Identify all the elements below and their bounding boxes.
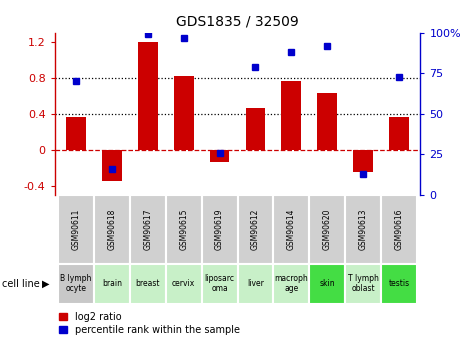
- Text: ▶: ▶: [42, 279, 50, 289]
- Text: GSM90611: GSM90611: [72, 209, 81, 250]
- Text: GSM90616: GSM90616: [394, 209, 403, 250]
- Bar: [246, 108, 266, 150]
- Bar: [166, 195, 202, 264]
- Bar: [102, 150, 122, 181]
- Text: GSM90620: GSM90620: [323, 209, 332, 250]
- Text: macroph
age: macroph age: [275, 274, 308, 294]
- Bar: [202, 195, 238, 264]
- Bar: [94, 195, 130, 264]
- Bar: [238, 195, 273, 264]
- Title: GDS1835 / 32509: GDS1835 / 32509: [176, 15, 299, 29]
- Bar: [138, 42, 158, 150]
- Bar: [273, 264, 309, 304]
- Bar: [317, 93, 337, 150]
- Text: T lymph
oblast: T lymph oblast: [348, 274, 379, 294]
- Bar: [309, 195, 345, 264]
- Text: GSM90612: GSM90612: [251, 209, 260, 250]
- Bar: [58, 195, 94, 264]
- Bar: [166, 264, 202, 304]
- Bar: [309, 264, 345, 304]
- Bar: [130, 264, 166, 304]
- Text: liposarc
oma: liposarc oma: [205, 274, 235, 294]
- Text: GSM90613: GSM90613: [359, 209, 368, 250]
- Bar: [66, 117, 86, 150]
- Bar: [381, 264, 417, 304]
- Text: cervix: cervix: [172, 279, 195, 288]
- Bar: [174, 76, 194, 150]
- Bar: [353, 150, 373, 172]
- Text: GSM90617: GSM90617: [143, 209, 152, 250]
- Text: skin: skin: [319, 279, 335, 288]
- Bar: [238, 264, 273, 304]
- Bar: [94, 264, 130, 304]
- Bar: [345, 264, 381, 304]
- Legend: log2 ratio, percentile rank within the sample: log2 ratio, percentile rank within the s…: [59, 312, 240, 335]
- Bar: [202, 264, 238, 304]
- Bar: [58, 264, 94, 304]
- Bar: [273, 195, 309, 264]
- Text: cell line: cell line: [2, 279, 40, 289]
- Bar: [345, 195, 381, 264]
- Text: GSM90615: GSM90615: [179, 209, 188, 250]
- Text: liver: liver: [247, 279, 264, 288]
- Text: GSM90614: GSM90614: [287, 209, 296, 250]
- Text: breast: breast: [135, 279, 160, 288]
- Bar: [209, 150, 229, 162]
- Bar: [281, 80, 301, 150]
- Bar: [381, 195, 417, 264]
- Bar: [130, 195, 166, 264]
- Text: GSM90618: GSM90618: [107, 209, 116, 250]
- Text: testis: testis: [388, 279, 409, 288]
- Bar: [389, 117, 408, 150]
- Text: B lymph
ocyte: B lymph ocyte: [60, 274, 92, 294]
- Text: GSM90619: GSM90619: [215, 209, 224, 250]
- Text: brain: brain: [102, 279, 122, 288]
